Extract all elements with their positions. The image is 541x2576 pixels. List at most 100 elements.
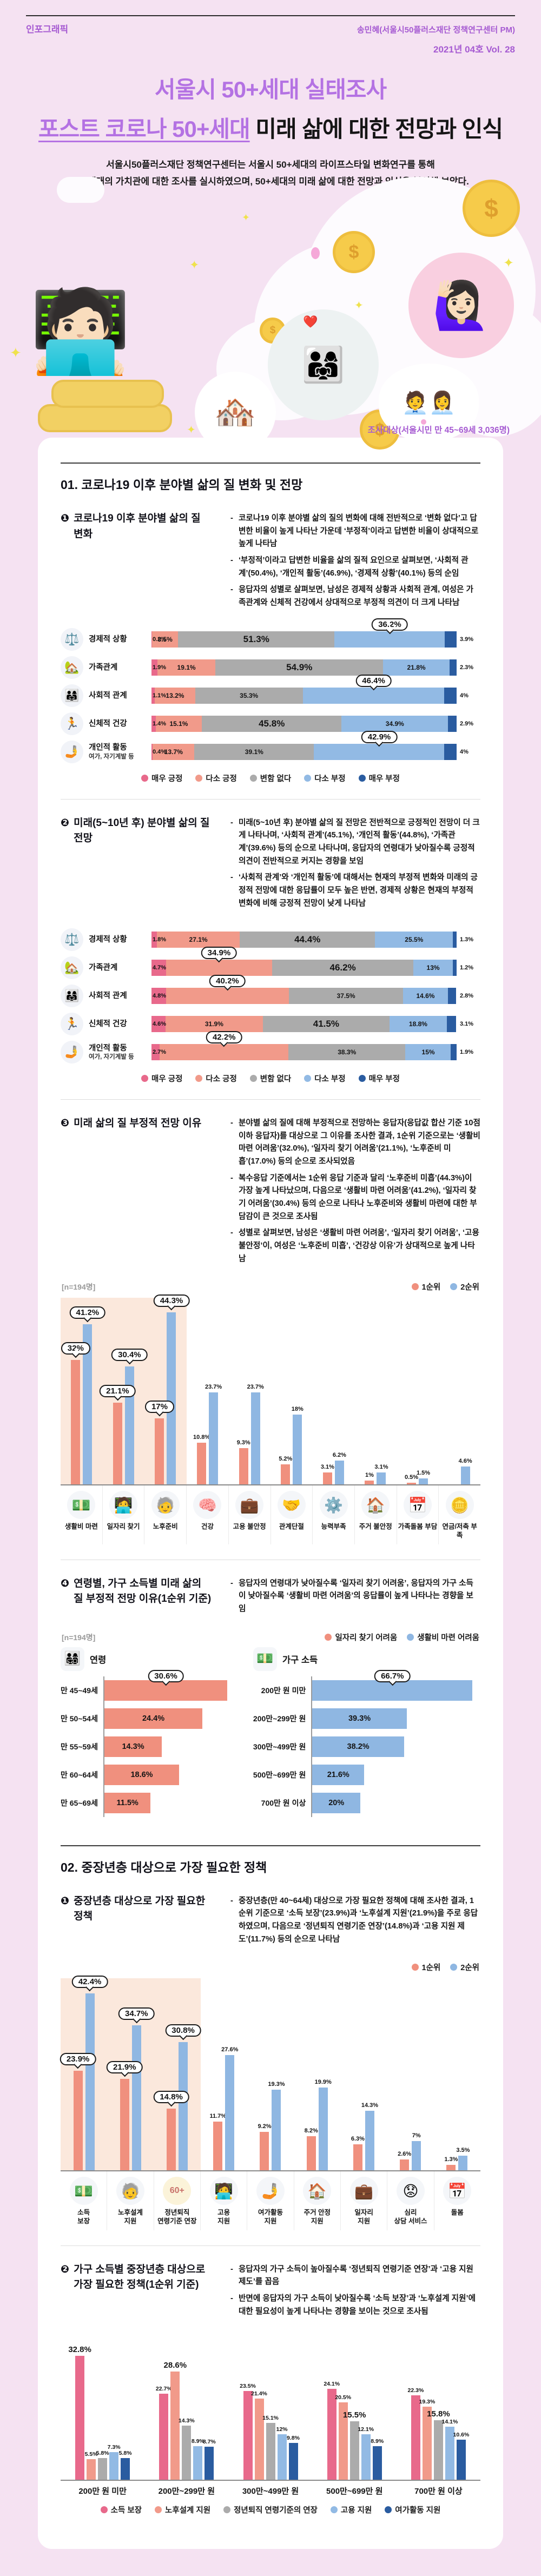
legend-label: 다소 부정	[314, 1075, 346, 1084]
bar-segment	[151, 743, 153, 760]
group-label: 700만 원 이상	[414, 2487, 463, 2496]
category-label: 만 60~64세	[61, 1770, 98, 1779]
panel-rows: 만 45~49세 30.6% 만 50~54세 24.4% 만 55~59세 14.3% 만…	[61, 1669, 237, 1817]
main-title-line2: 포스트 코로나 50+세대 미래 삶에 대한 전망과 인식	[0, 111, 541, 144]
bar-segment	[160, 1044, 288, 1061]
bar-value-label: 38.2%	[347, 1742, 370, 1751]
money-icon: 💵	[253, 1647, 277, 1671]
bar-segment	[389, 1016, 447, 1033]
category-label: 소득 보장	[77, 2209, 90, 2225]
legend-dot	[141, 774, 149, 782]
main-title-line2-purple: 포스트 코로나 50+세대	[38, 116, 250, 142]
bar-column: 3.1%	[321, 1298, 334, 1485]
sitting-person-illustration: 🧑🏻‍💻	[30, 286, 131, 377]
chart-reasons-by-age-income: 👨‍👩‍👧‍👦 연령 만 45~49세 30.6% 만 50~54세 24.4% 만 55~…	[61, 1647, 480, 1817]
sample-size-label: [n=194명]	[62, 1633, 96, 1642]
intro-paragraph: 서울시50플러스재단 정책연구센터는 서울시 50+세대의 라이프스타일 변화연…	[0, 157, 541, 190]
category-label: 신체적 건강	[89, 719, 151, 729]
family-icon: 👨‍👩‍👧‍👦	[61, 1647, 84, 1671]
bar-column: 8.7%	[203, 2343, 216, 2480]
leisure-icon: 🤳	[256, 2177, 285, 2205]
legend-dot	[249, 774, 257, 782]
bar-value-label: 2.3%	[460, 664, 474, 671]
category-label-text: 가족관계	[89, 963, 118, 973]
bar-value-label: 1.1%	[153, 692, 167, 699]
legend-item: 2순위	[450, 1281, 479, 1292]
value-callout: 42.2%	[206, 1031, 242, 1044]
category-cell: 4.6%	[438, 1298, 480, 1485]
bar-column: 3.5%	[456, 1978, 470, 2171]
bar-value-label: 1.4%	[153, 720, 167, 727]
stacked-bar-row: 🏃 신체적 건강 4.6% 31.9% 41.5% 18.8% 3.1%	[61, 1010, 480, 1038]
bar-value-label: 0.4%	[153, 748, 167, 755]
category-label: 일자리 지원	[354, 2209, 373, 2225]
bar: 18.6%	[104, 1764, 180, 1785]
bar	[318, 2087, 328, 2171]
legend-dot	[141, 1075, 149, 1082]
category-label: 연금/저축 부족	[442, 1523, 477, 1540]
subsection-1-2: ❷ 미래(5~10년 후) 분야별 삶의 질 전망 미래(5~10년 후) 분야…	[61, 816, 480, 914]
bar-segment	[151, 960, 166, 976]
bar-segment	[288, 988, 404, 1005]
value-callout: 41.2%	[69, 1306, 106, 1319]
stacked-bar: 1.8% 27.1% 44.4% 25.5% 1.3%	[151, 932, 473, 948]
home-heart-icon: 🏡	[61, 956, 83, 980]
legend-item: 다소 부정	[304, 1073, 346, 1084]
bar-column: 19.9%	[315, 1978, 332, 2171]
category-footer: 🤳 여가활동 지원	[247, 2171, 293, 2230]
category-footer: 💼 고용 불안정	[228, 1485, 270, 1544]
issue-number: 2021년 04호 Vol. 28	[433, 44, 515, 55]
bar	[179, 2042, 188, 2171]
bar	[159, 2394, 169, 2480]
bar	[334, 1460, 344, 1485]
bar-column: 23.9%	[60, 1978, 96, 2171]
bar-value-label: 45.8%	[259, 718, 285, 729]
bar-value-label: 20%	[328, 1798, 345, 1807]
byline: 송민혜(서울시50플러스재단 정책연구센터 PM)	[357, 25, 515, 35]
group-label: 500만~699만 원	[326, 2487, 383, 2496]
bullet-item: ‘부정적’이라고 답변한 비율을 삶의 질적 요인으로 살펴보면, ‘사회적 관…	[230, 554, 480, 580]
legend-label: 일자리 찾기 어려움	[335, 1633, 398, 1642]
category-label: 생활비 마련	[64, 1523, 98, 1531]
dollar-coin-icon: $	[463, 180, 520, 237]
subsection-heading-text: 가구 소득별 중장년층 대상으로 가장 필요한 정책(1순위 기준)	[74, 2263, 206, 2291]
chart-negative-outlook-reasons: 32% 41.2% 21.1% 30.4% 17% 44.3% 10.8% 23.7% 9.3%…	[61, 1294, 480, 1544]
top-rule	[26, 15, 515, 16]
bar-segment	[153, 743, 195, 760]
meeting-vignette: 🧑‍💼👩‍💼	[379, 364, 479, 442]
bar-column: 22.3%	[408, 2343, 424, 2480]
skill-gap-icon: ⚙️	[319, 1491, 348, 1520]
bar-value-label: 4.8%	[153, 993, 167, 1000]
coin-stack	[38, 404, 172, 433]
legend-label: 다소 긍정	[206, 1075, 237, 1084]
bar-segment	[262, 1016, 390, 1033]
bar-value-label: 31.9%	[204, 1020, 223, 1028]
bar-segment	[151, 988, 167, 1005]
group-label: 300만~499만 원	[242, 2487, 299, 2496]
legend-label: 노후설계 지원	[165, 2506, 211, 2515]
legend-dot	[304, 774, 312, 782]
bar-column: 9.2%	[258, 1978, 272, 2171]
legend-item: 정년퇴직 연령기준의 연장	[223, 2504, 318, 2515]
bar	[458, 2156, 468, 2171]
category-label: 200만 원 미만	[261, 1686, 306, 1695]
legend-label: 고용 지원	[340, 2506, 372, 2515]
legend-rank: 1순위 2순위	[411, 1281, 479, 1292]
divider	[61, 1099, 480, 1100]
bar	[109, 2452, 119, 2480]
balance-scale-icon: ⚖️	[61, 928, 83, 952]
bar-column: 42.4%	[71, 1975, 108, 2171]
divider	[61, 798, 480, 800]
bullet-list: 분야별 삶의 질에 대해 부정적으로 전망하는 응답자(응답값 합산 기준 10…	[230, 1117, 480, 1269]
bullet-list: 응답자의 가구 소득이 높아질수록 ‘정년퇴직 연령기준 연장’과 ‘고용 지원…	[230, 2263, 480, 2322]
value-callout: 44.3%	[153, 1294, 190, 1307]
bar	[353, 2144, 362, 2171]
bar-column: 32.8%	[68, 2343, 91, 2480]
legend-policy-series: 소득 보장 노후설계 지원 정년퇴직 연령기준의 연장 고용 지원 여가활동 지원	[61, 2504, 480, 2515]
bar-plot: 23.9% 42.4% 21.9% 34.7% 14.8% 30.8% 11.7% 27.6%…	[60, 1975, 480, 2172]
bar-segment	[151, 1044, 160, 1061]
value-callout: 30.6%	[148, 1669, 184, 1682]
stacked-bar: 4.8% 40.2% 37.5% 14.6% 2.8%	[151, 975, 473, 1005]
subsection-heading-text: 연령별, 가구 소득별 미래 삶의 질 부정적 전망 이유(1순위 기준)	[74, 1577, 212, 1605]
group-label: 200만~299만 원	[158, 2487, 215, 2496]
